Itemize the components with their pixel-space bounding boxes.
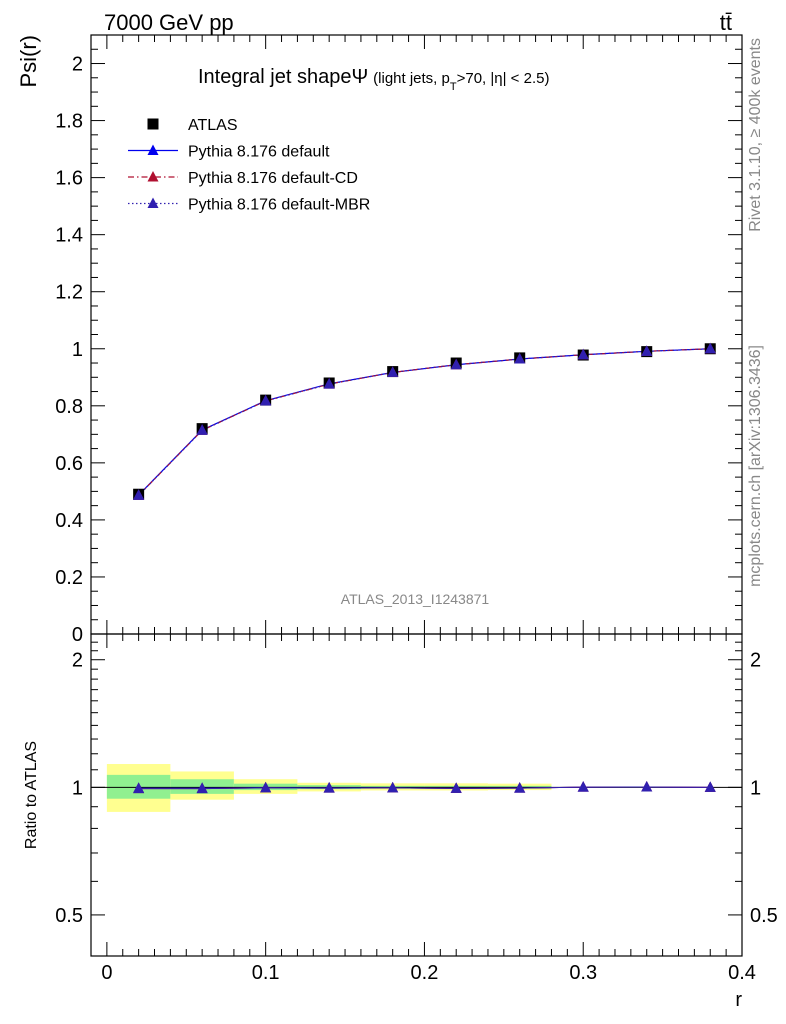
main-title-note: (light jets, p [373, 70, 450, 87]
ratio-point-pythia-8-176-default-mbr-9 [704, 781, 716, 792]
xtick-label-3: 0.3 [569, 962, 597, 984]
legend-label-pythia-8-176-default-cd: Pythia 8.176 default-CD [188, 170, 358, 187]
main-title-text: Integral jet shapeΨ [198, 66, 368, 88]
main-ytick-label-10: 2 [72, 54, 83, 76]
main-ytick-label-6: 1.2 [55, 282, 83, 304]
ratio-ytick-label-left-2: 2 [72, 650, 83, 672]
main-title-note-rest: >70, |η| < 2.5) [457, 70, 550, 87]
point-pythia-8-176-default-mbr-3 [323, 378, 335, 389]
legend-label-pythia-8-176-default-mbr: Pythia 8.176 default-MBR [188, 197, 370, 214]
main-y-axis: 0 0.2 0.4 0.6 0.8 1 1.2 1.4 1.6 1.8 2 [55, 48, 742, 646]
ratio-y-axis: 0.5 0.5 1 1 2 2 [55, 641, 778, 927]
point-pythia-8-176-default-mbr-0 [133, 489, 145, 500]
point-pythia-8-176-default-mbr-9 [704, 342, 716, 354]
main-marks [133, 342, 716, 500]
legend: ATLAS Pythia 8.176 default Pythia 8.176 de… [128, 117, 370, 214]
main-ytick-label-8: 1.6 [55, 168, 83, 190]
ratio-point-pythia-8-176-default-mbr-0 [133, 782, 145, 794]
ratio-ytick-label-right-1: 1 [750, 777, 761, 799]
ratio-ytick-label-right-2: 2 [750, 650, 761, 672]
point-pythia-8-176-default-mbr-8 [641, 345, 653, 356]
ratio-ytick-label-left-0: 0.5 [55, 905, 83, 927]
main-ytick-label-7: 1.4 [55, 225, 83, 247]
ratio-ytick-label-right-0: 0.5 [750, 905, 778, 927]
ratio-frame [90, 633, 743, 957]
ratio-point-pythia-8-176-default-mbr-2 [260, 781, 272, 793]
ratio-marks [133, 780, 716, 794]
main-title-note-sub: T [450, 81, 457, 93]
legend-label-pythia-8-176-default: Pythia 8.176 default [188, 144, 330, 161]
legend-label-atlas: ATLAS [188, 117, 238, 134]
ratio-ytick-label-left-1: 1 [72, 777, 83, 799]
main-ytick-label-1: 0.2 [55, 567, 83, 589]
rivet-label: Rivet 3.1.10, ≥ 400k events [747, 38, 764, 232]
line-pythia-8-176-default-mbr [138, 348, 711, 496]
xtick-label-2: 0.2 [411, 962, 439, 984]
legend-marker-pythia-8-176-default-mbr [147, 197, 159, 208]
point-pythia-8-176-default-mbr-2 [260, 394, 272, 406]
main-ytick-label-4: 0.8 [55, 396, 83, 418]
ratio-point-pythia-8-176-default-mbr-4 [387, 781, 399, 793]
ratio-x-axis: 0 0.1 0.2 0.3 0.4 [90, 634, 756, 984]
main-ytick-label-3: 0.6 [55, 453, 83, 475]
ratio-point-pythia-8-176-default-mbr-7 [577, 781, 589, 792]
main-plot-panel: 0 0.2 0.4 0.6 0.8 1 1.2 1.4 1.6 1.8 2 Psi(r) Integ… [16, 34, 743, 646]
main-ytick-label-9: 1.8 [55, 111, 83, 133]
point-pythia-8-176-default-mbr-1 [196, 424, 208, 435]
point-pythia-8-176-default-mbr-6 [514, 353, 526, 364]
ratio-point-pythia-8-176-default-mbr-6 [514, 782, 526, 793]
collision-label: 7000 GeV pp [104, 10, 234, 35]
ratio-point-pythia-8-176-default-mbr-1 [196, 782, 208, 794]
main-ylabel: Psi(r) [16, 35, 41, 88]
legend-marker-atlas [147, 118, 159, 130]
main-title: Integral jet shapeΨ (light jets, pT>70, |… [198, 66, 549, 93]
xtick-label-4: 0.4 [728, 962, 756, 984]
point-pythia-8-176-default-mbr-5 [450, 358, 462, 370]
x-axis-label: r [735, 989, 742, 1011]
mcplots-label: mcplots.cern.ch [arXiv:1306.3436] [747, 345, 764, 587]
process-label: tt̄ [720, 10, 732, 35]
ratio-line-pythia-8-176-default-mbr [138, 786, 711, 790]
main-x-ticks [90, 35, 743, 634]
line-pythia-8-176-default [138, 348, 711, 496]
legend-marker-pythia-8-176-default-cd [147, 171, 159, 182]
main-ytick-label-2: 0.4 [55, 510, 83, 532]
main-ytick-label-0: 0 [72, 624, 83, 646]
ratio-point-pythia-8-176-default-mbr-8 [641, 780, 653, 792]
line-pythia-8-176-default-cd [138, 348, 711, 496]
legend-marker-pythia-8-176-default [147, 144, 159, 155]
point-pythia-8-176-default-mbr-4 [387, 366, 399, 377]
ratio-point-pythia-8-176-default-mbr-5 [450, 782, 462, 793]
main-ytick-label-5: 1 [72, 339, 83, 361]
ratio-ylabel: Ratio to ATLAS [23, 741, 40, 849]
analysis-watermark: ATLAS_2013_I1243871 [341, 591, 490, 607]
ratio-plot-panel: 0.5 0.51 12 2 0 0.1 0.2 0.3 0.4 Ratio to ATLAS … [23, 633, 778, 1011]
ratio-point-pythia-8-176-default-mbr-3 [323, 782, 335, 793]
xtick-label-1: 0.1 [252, 962, 280, 984]
point-pythia-8-176-default-mbr-7 [577, 348, 589, 360]
xtick-label-0: 0 [101, 962, 112, 984]
